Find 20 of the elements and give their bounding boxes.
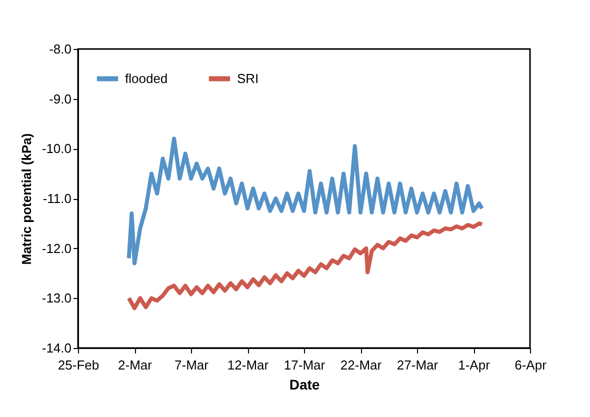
x-tick-label: 27-Mar	[396, 358, 439, 372]
y-tick-label: -8.0	[49, 42, 72, 56]
x-tick-label: 2-Mar	[118, 358, 153, 372]
x-tick-label: 12-Mar	[227, 358, 270, 372]
x-tick-label: 22-Mar	[340, 358, 382, 372]
x-tick-label: 25-Feb	[58, 358, 100, 372]
y-tick-label: -12.0	[42, 240, 72, 256]
legend-label: SRI	[237, 70, 259, 86]
y-axis-title: Matric potential (kPa)	[18, 133, 34, 265]
legend-label: flooded	[125, 70, 168, 86]
y-tick-label: -10.0	[42, 141, 72, 156]
x-tick-label: 6-Apr	[514, 358, 548, 372]
x-tick-label: 1-Apr	[458, 358, 491, 372]
y-tick-label: -11.0	[42, 191, 72, 206]
x-tick-label: 17-Mar	[284, 358, 326, 372]
x-axis-title: Date	[289, 376, 320, 392]
y-tick-label: -14.0	[42, 340, 72, 356]
y-tick-label: -9.0	[49, 91, 72, 106]
y-tick-label: -13.0	[42, 290, 72, 306]
x-tick-label: 7-Mar	[174, 358, 210, 372]
